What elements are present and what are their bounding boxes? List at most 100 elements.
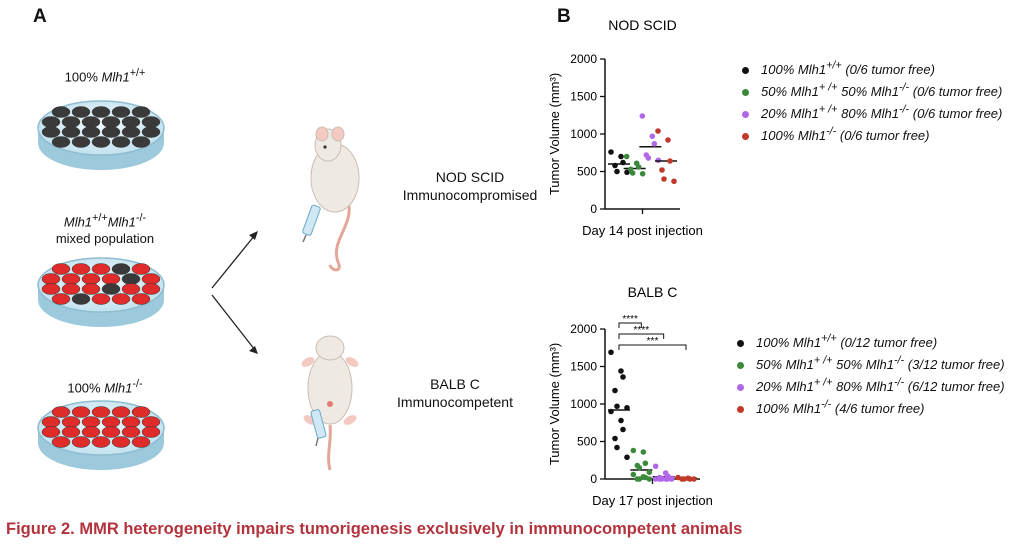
cell: [91, 263, 111, 275]
cell: [61, 126, 81, 138]
data-point: [614, 168, 620, 175]
cell: [71, 106, 91, 118]
significance-label: ****: [634, 325, 650, 336]
legend-marker: [742, 133, 749, 141]
mouse-immunity-nod-scid: Immunocompromised: [402, 187, 538, 203]
cell: [41, 416, 61, 428]
cell: [71, 263, 91, 275]
y-tick-label: 500: [577, 165, 597, 179]
legend-label: 50% Mlh1+ /+ 50% Mlh1-/- (0/6 tumor free…: [761, 82, 1003, 100]
data-point: [652, 463, 659, 470]
data-point: [671, 178, 677, 185]
data-point: [687, 476, 693, 482]
cell: [51, 136, 71, 148]
data-point: [642, 460, 649, 467]
cell: [51, 263, 71, 275]
cell: [121, 283, 141, 295]
legend-label: 20% Mlh1+ /+ 80% Mlh1-/- (0/6 tumor free…: [761, 104, 1003, 122]
cell: [91, 436, 111, 448]
x-axis-label: Day 14 post injection: [582, 223, 703, 238]
data-point: [612, 387, 618, 394]
cell: [111, 436, 131, 448]
cell: [91, 293, 111, 305]
cell: [91, 106, 111, 118]
significance-label: ***: [647, 336, 659, 347]
chart-title: BALB C: [628, 284, 678, 300]
petri-dish-mixed: [37, 257, 165, 327]
cell: [91, 136, 111, 148]
data-point: [658, 476, 665, 482]
cell: [81, 416, 101, 428]
data-point: [614, 444, 620, 451]
cell: [131, 106, 151, 118]
cell: [61, 273, 81, 285]
dish-label-knockout: 100% Mlh1-/-: [67, 378, 143, 396]
data-point: [655, 128, 661, 134]
cell: [41, 116, 61, 128]
legend-label: 100% Mlh1-/- (0/6 tumor free): [761, 126, 930, 144]
data-point: [630, 471, 637, 478]
cell: [51, 106, 71, 118]
arrow-to-balb-c: [211, 294, 258, 354]
data-point: [645, 155, 652, 161]
legend-item: 50% Mlh1+ /+ 50% Mlh1-/- (3/12 tumor fre…: [737, 355, 1005, 372]
dish-label-wildtype: 100% Mlh1+/+: [64, 67, 146, 85]
cell: [81, 126, 101, 138]
legend-item: 100% Mlh1+/+ (0/6 tumor free): [742, 60, 935, 77]
data-point: [649, 133, 656, 140]
data-point: [652, 476, 659, 482]
y-tick-label: 1000: [570, 397, 597, 411]
data-point: [639, 170, 646, 177]
mouse-immunity-balb-c: Immunocompetent: [397, 394, 513, 410]
dish-label-mixed: Mlh1+/+Mlh1-/- mixed population: [55, 212, 155, 247]
cell: [81, 283, 101, 295]
cell: [101, 273, 121, 285]
legend-marker: [742, 111, 749, 119]
significance-bracket: [618, 333, 665, 339]
cell: [141, 116, 161, 128]
chart-nod-scid: NOD SCID 0 500 1000 1500 2000 Tumor Volume (mm…: [547, 17, 703, 238]
cell: [101, 126, 121, 138]
panel-b-letter: B: [557, 6, 571, 27]
data-point: [608, 408, 614, 415]
data-point: [612, 435, 618, 442]
y-tick-label: 1500: [570, 360, 597, 374]
cell: [131, 293, 151, 305]
cell: [81, 426, 101, 438]
cell: [61, 283, 81, 295]
cell: [111, 263, 131, 275]
data-point: [667, 158, 673, 164]
data-point: [681, 476, 687, 482]
data-point: [664, 476, 671, 482]
data-point: [691, 476, 697, 482]
legend-item: 100% Mlh1-/- (0/6 tumor free): [742, 126, 930, 143]
data-point: [623, 153, 630, 160]
data-point: [646, 469, 653, 476]
mouse-strain-nod-scid: NOD SCID: [435, 169, 505, 185]
cell: [51, 406, 71, 418]
significance-bracket: [618, 344, 687, 350]
data-point: [612, 162, 618, 169]
legend-marker: [737, 362, 744, 370]
cell: [131, 406, 151, 418]
data-point: [614, 403, 620, 410]
legend-item: 100% Mlh1-/- (4/6 tumor free): [737, 399, 925, 416]
cell: [141, 283, 161, 295]
cell: [131, 436, 151, 448]
cell: [91, 406, 111, 418]
chart-balb-c: BALB C 0 500 1000 1500 2000 Tumor Volume (mm³)…: [547, 284, 713, 508]
y-tick-label: 2000: [570, 322, 597, 336]
mouse-label-balb-c: BALB C Immunocompetent: [380, 375, 530, 411]
petri-dish-knockout: [37, 400, 165, 470]
cell: [101, 426, 121, 438]
data-point: [665, 137, 671, 143]
y-tick-label: 0: [590, 202, 597, 216]
data-point: [618, 153, 624, 160]
cell: [71, 136, 91, 148]
data-point: [635, 164, 642, 170]
cell: [41, 273, 61, 285]
legend-balb-c: 100% Mlh1+/+ (0/12 tumor free) 50% Mlh1+ …: [737, 333, 1024, 423]
data-point: [646, 476, 653, 482]
y-tick-label: 1500: [570, 90, 597, 104]
cell: [81, 273, 101, 285]
